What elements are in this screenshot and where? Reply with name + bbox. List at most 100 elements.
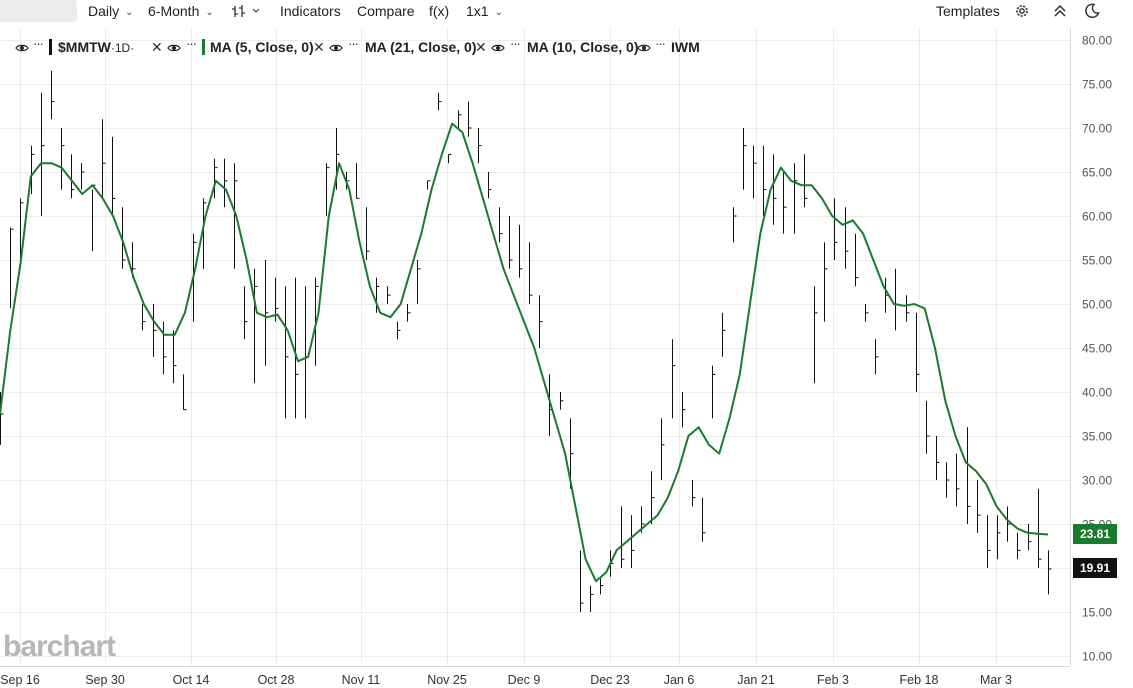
- ohlc-bar: [631, 515, 635, 568]
- ohlc-bar: [295, 277, 299, 419]
- ohlc-bar: [743, 128, 747, 190]
- ohlc-bar: [173, 330, 177, 384]
- chart-type-dropdown[interactable]: [229, 1, 263, 21]
- ohlc-bar: [702, 497, 706, 542]
- ohlc-bar: [1017, 532, 1021, 560]
- ohlc-bar: [112, 136, 116, 216]
- eye-icon[interactable]: [637, 43, 651, 53]
- x-tick-label: Oct 28: [258, 673, 295, 687]
- ohlc-bar: [987, 515, 991, 568]
- ohlc-bar: [855, 233, 859, 287]
- more-options-icon[interactable]: ···: [33, 36, 44, 51]
- legend-ma10: MA (10, Close, 0): [527, 39, 639, 55]
- period-dropdown[interactable]: 6-Month ⌄: [148, 3, 214, 22]
- ohlc-bar: [814, 286, 818, 384]
- ohlc-bar: [570, 418, 574, 489]
- ohlc-bar: [621, 506, 625, 568]
- symbol-interval: ·1D·: [110, 41, 135, 55]
- ohlc-bar: [356, 163, 360, 199]
- chevron-down-icon: ⌄: [494, 7, 503, 18]
- ohlc-bar: [590, 585, 594, 612]
- templates-button[interactable]: Templates: [936, 3, 1000, 19]
- more-options-icon[interactable]: ···: [655, 36, 666, 51]
- ohlc-bar: [834, 198, 838, 260]
- eye-icon[interactable]: [491, 43, 505, 53]
- ohlc-bar: [926, 400, 930, 454]
- more-options-icon[interactable]: ···: [186, 36, 197, 51]
- close-icon[interactable]: ✕: [475, 39, 487, 55]
- ohlc-bar: [824, 242, 828, 322]
- ohlc-bar: [956, 453, 960, 507]
- ohlc-bar: [600, 576, 604, 595]
- ma5-swatch: [202, 39, 205, 55]
- eye-icon[interactable]: [167, 43, 181, 53]
- ohlc-bar: [946, 462, 950, 498]
- symbol-label: $MMTW: [58, 39, 111, 55]
- indicators-button[interactable]: Indicators: [280, 3, 341, 19]
- settings-button[interactable]: [1012, 1, 1032, 21]
- ohlc-bar: [997, 515, 1001, 560]
- ohlc-bar: [488, 172, 492, 199]
- legend-ma21: MA (21, Close, 0): [365, 39, 477, 55]
- ohlc-bars: [0, 70, 1052, 612]
- ohlc-bar: [499, 207, 503, 243]
- ohlc-bar: [692, 480, 696, 507]
- ohlc-bar: [203, 198, 207, 269]
- ohlc-bar: [183, 374, 187, 411]
- layout-dropdown[interactable]: 1x1 ⌄: [466, 3, 503, 22]
- y-tick-label: 35.00: [1082, 430, 1112, 444]
- y-tick-label: 40.00: [1082, 386, 1112, 400]
- ohlc-bar: [977, 480, 981, 533]
- ohlc-bar: [1038, 488, 1042, 568]
- y-tick-label: 55.00: [1082, 254, 1112, 268]
- y-tick-label: 50.00: [1082, 298, 1112, 312]
- ohlc-bar: [417, 260, 421, 304]
- y-tick-label: 65.00: [1082, 166, 1112, 180]
- collapse-button[interactable]: [1050, 1, 1070, 21]
- ohlc-bar: [265, 260, 269, 366]
- interval-dropdown[interactable]: Daily ⌄: [88, 3, 134, 22]
- legend-compare-symbol: IWM: [671, 39, 700, 55]
- x-tick-label: Dec 23: [590, 673, 630, 687]
- ohlc-bar: [224, 158, 228, 208]
- ohlc-bar: [580, 550, 584, 612]
- ohlc-bar: [407, 304, 411, 322]
- layout-label: 1x1: [466, 3, 489, 19]
- ohlc-bar: [875, 339, 879, 375]
- ohlc-bar: [906, 295, 910, 322]
- ohlc-bar: [529, 242, 533, 304]
- ohlc-bar: [448, 153, 452, 164]
- x-axis-labels: Sep 16 Sep 30 Oct 14 Oct 28 Nov 11 Nov 25 Dec …: [0, 673, 1012, 687]
- eye-icon[interactable]: [15, 43, 29, 53]
- ohlc-bar: [783, 172, 787, 234]
- y-tick-label: 45.00: [1082, 342, 1112, 356]
- ohlc-bar: [733, 207, 737, 243]
- toolbar: Daily ⌄ 6-Month ⌄ Indicators Compare f(x) …: [0, 0, 1133, 26]
- y-tick-label: 15.00: [1082, 606, 1112, 620]
- x-tick-label: Jan 6: [664, 673, 695, 687]
- ohlc-bar: [285, 286, 289, 419]
- more-options-icon[interactable]: ···: [510, 36, 521, 51]
- theme-toggle-button[interactable]: [1082, 1, 1102, 21]
- ohlc-bar: [92, 184, 96, 252]
- ohlc-bar: [51, 70, 55, 120]
- ohlc-bar: [71, 154, 75, 199]
- ohlc-bar: [326, 163, 330, 216]
- ohlc-bar: [10, 227, 14, 309]
- function-button[interactable]: f(x): [429, 3, 450, 19]
- ohlc-bar: [519, 224, 523, 278]
- ohlc-bar: [682, 392, 686, 428]
- ohlc-bar: [794, 163, 798, 234]
- symbol-search-input[interactable]: [0, 0, 77, 22]
- chevron-down-icon: ⌄: [125, 7, 134, 18]
- x-tick-label: Feb 3: [817, 673, 849, 687]
- close-icon[interactable]: ✕: [151, 39, 163, 55]
- more-options-icon[interactable]: ···: [348, 36, 359, 51]
- eye-icon[interactable]: [329, 43, 343, 53]
- ohlc-bar: [163, 321, 167, 375]
- y-tick-label: 30.00: [1082, 474, 1112, 488]
- compare-button[interactable]: Compare: [357, 3, 415, 19]
- close-icon[interactable]: ✕: [313, 39, 325, 55]
- ohlc-bar: [387, 286, 391, 304]
